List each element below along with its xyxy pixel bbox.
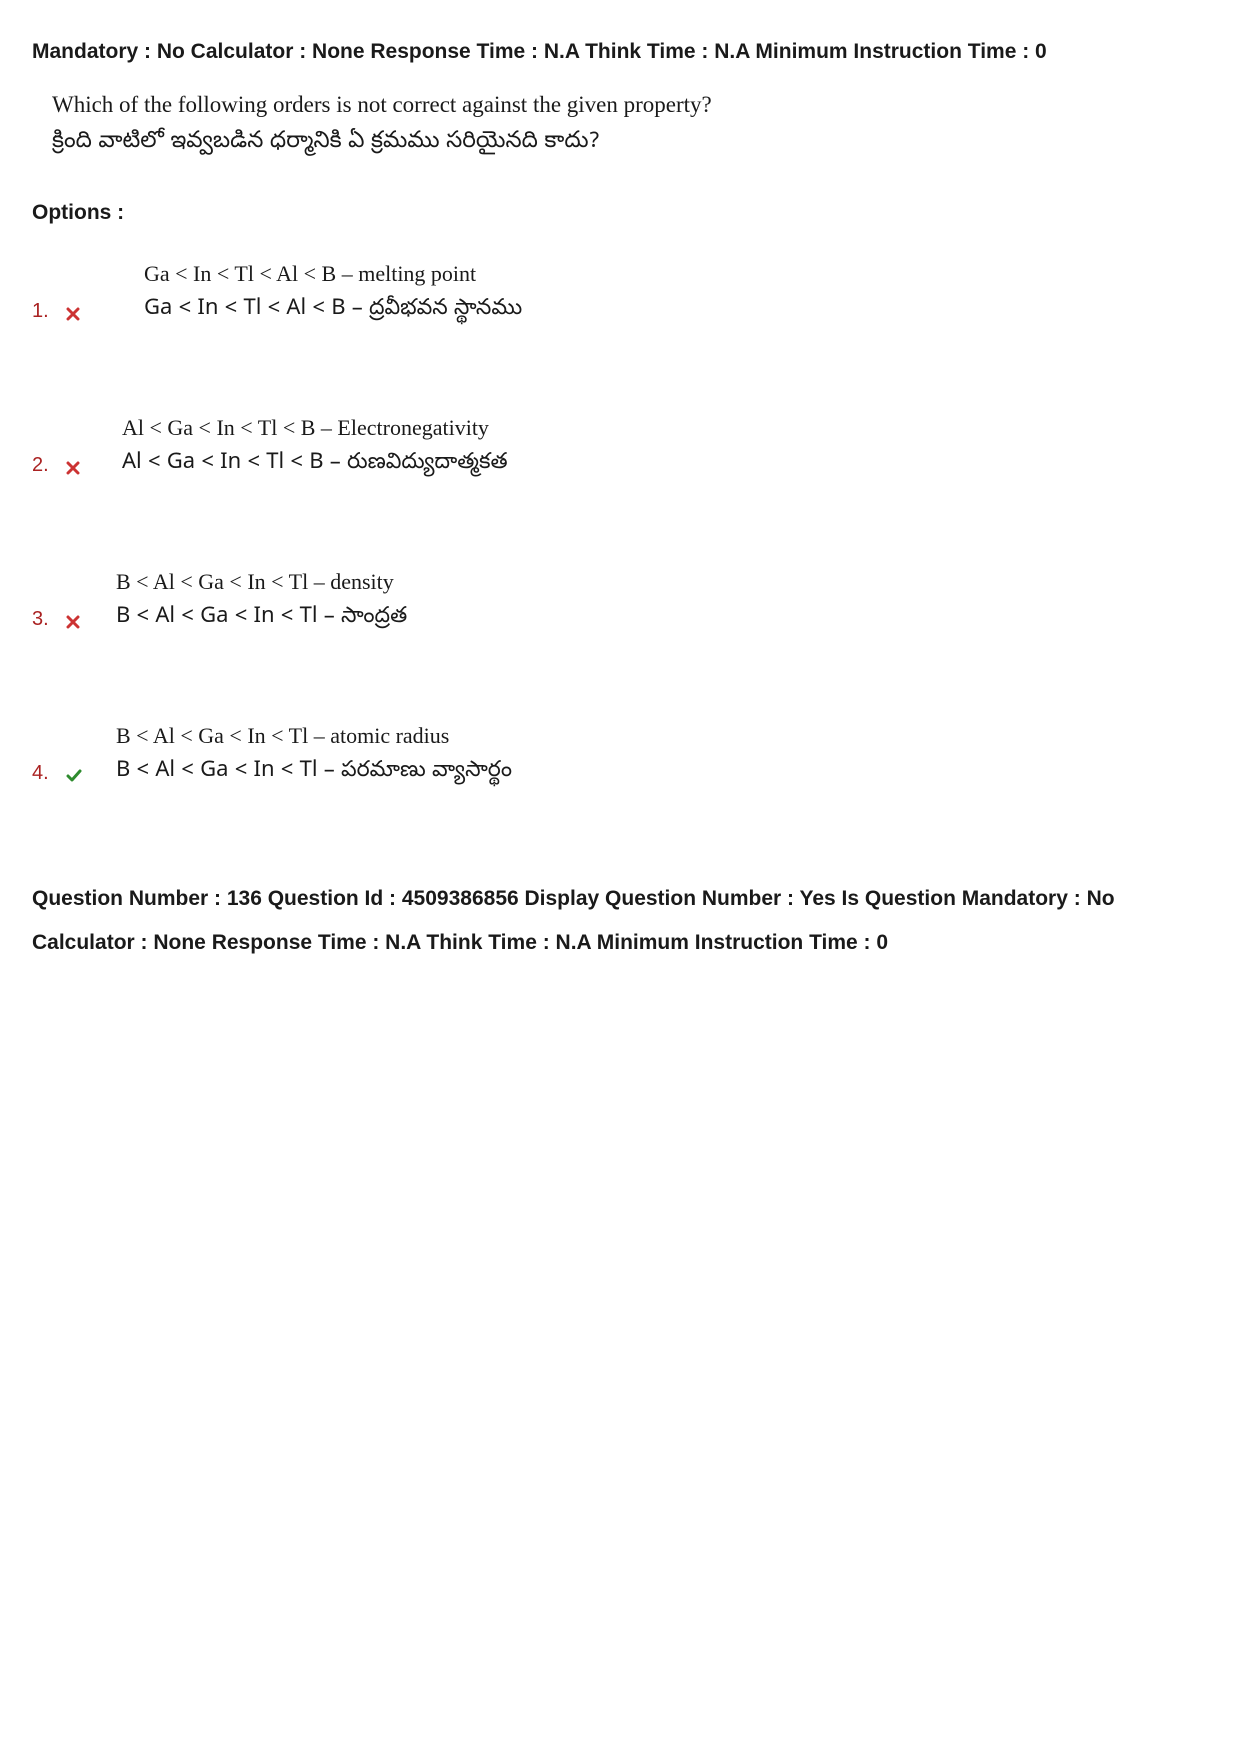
question-english: Which of the following orders is not cor…: [52, 92, 1208, 118]
options-heading: Options :: [32, 201, 1208, 225]
cross-icon: [66, 307, 86, 325]
option-content: Al < Ga < In < Tl < B – Electronegativit…: [86, 415, 508, 479]
option-row: 1. Ga < In < Tl < Al < B – melting point…: [32, 261, 1208, 325]
check-icon: [66, 769, 86, 787]
cross-icon: [66, 461, 86, 479]
option-text-telugu: Al < Ga < In < Tl < B – రుణవిద్యుదాత్మకత: [122, 449, 508, 479]
question-meta-header: Mandatory : No Calculator : None Respons…: [32, 30, 1208, 74]
option-number: 2.: [32, 454, 66, 479]
option-row: 2. Al < Ga < In < Tl < B – Electronegati…: [32, 415, 1208, 479]
option-content: Ga < In < Tl < Al < B – melting point Ga…: [86, 261, 522, 325]
option-text-telugu: Ga < In < Tl < Al < B – ద్రవీభవన స్థానము: [144, 295, 522, 325]
options-list: 1. Ga < In < Tl < Al < B – melting point…: [32, 261, 1208, 787]
option-content: B < Al < Ga < In < Tl – density B < Al <…: [86, 569, 407, 633]
option-content: B < Al < Ga < In < Tl – atomic radius B …: [86, 723, 512, 787]
question-text-block: Which of the following orders is not cor…: [32, 92, 1208, 159]
option-row: 3. B < Al < Ga < In < Tl – density B < A…: [32, 569, 1208, 633]
option-number: 3.: [32, 608, 66, 633]
next-question-meta: Question Number : 136 Question Id : 4509…: [32, 877, 1208, 965]
option-number: 4.: [32, 762, 66, 787]
option-text-telugu: B < Al < Ga < In < Tl – సాంద్రత: [116, 603, 407, 633]
option-text-telugu: B < Al < Ga < In < Tl – పరమాణు వ్యాసార్థ…: [116, 757, 512, 787]
option-text-english: Al < Ga < In < Tl < B – Electronegativit…: [122, 415, 508, 441]
option-row: 4. B < Al < Ga < In < Tl – atomic radius…: [32, 723, 1208, 787]
option-text-english: Ga < In < Tl < Al < B – melting point: [144, 261, 522, 287]
question-telugu: క్రింది వాటిలో ఇవ్వబడిన ధర్మానికి ఏ క్రమ…: [52, 128, 1208, 159]
option-text-english: B < Al < Ga < In < Tl – atomic radius: [116, 723, 512, 749]
cross-icon: [66, 615, 86, 633]
option-text-english: B < Al < Ga < In < Tl – density: [116, 569, 407, 595]
option-number: 1.: [32, 300, 66, 325]
